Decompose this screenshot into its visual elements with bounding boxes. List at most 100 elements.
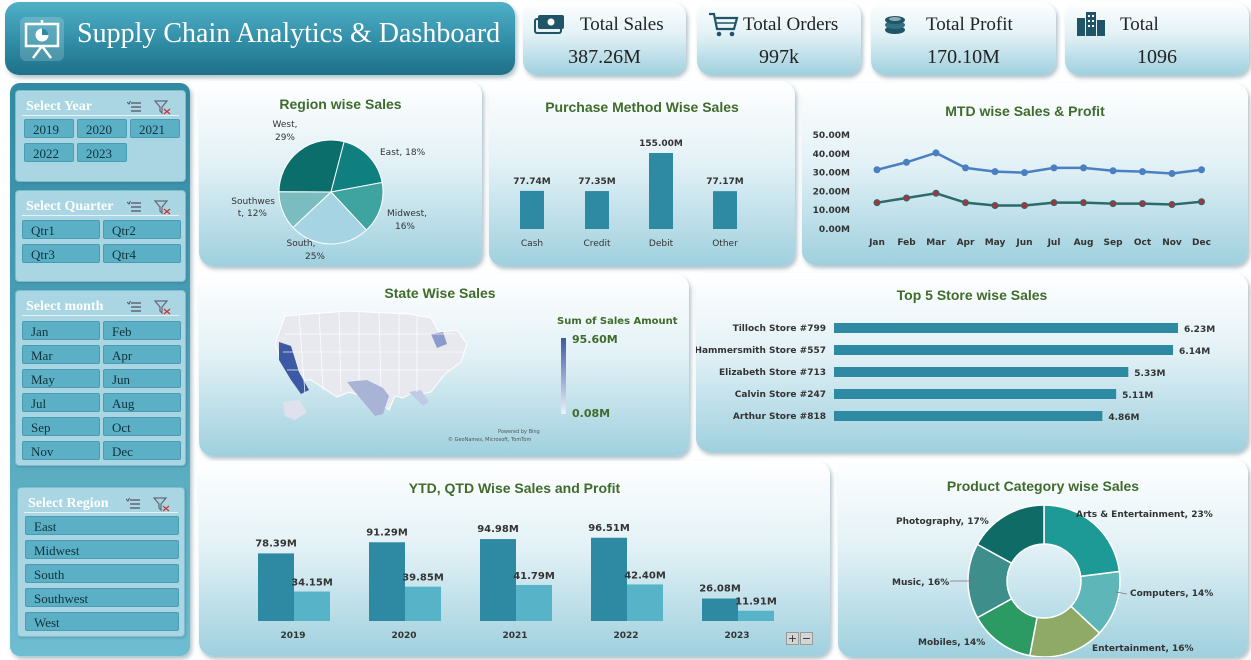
month-option-jul[interactable]: Jul xyxy=(22,393,100,412)
month-option-feb[interactable]: Feb xyxy=(103,321,181,340)
quarter-option-qtr4[interactable]: Qtr4 xyxy=(103,244,181,263)
multi-select-icon[interactable] xyxy=(127,300,141,312)
series-point xyxy=(903,158,910,166)
series-line xyxy=(876,191,1202,207)
pie-slice xyxy=(278,191,333,229)
slice-label: Midwest, xyxy=(387,209,427,219)
slicer-title: Select Region xyxy=(28,496,109,511)
year-option-2019[interactable]: 2019 xyxy=(24,119,74,138)
month-option-apr[interactable]: Apr xyxy=(103,345,181,364)
page-title: Supply Chain Analytics & Dashboard xyxy=(77,18,501,49)
bar xyxy=(649,153,673,229)
clear-filter-icon[interactable] xyxy=(152,497,170,512)
kpi-label: Total Orders xyxy=(743,14,839,35)
month-option-aug[interactable]: Aug xyxy=(103,393,181,412)
month-option-mar[interactable]: Mar xyxy=(22,345,100,364)
region-sales-panel: Region wise Sales East, 18% Midwest, 16% So… xyxy=(199,81,482,266)
mtd-panel: MTD wise Sales & Profit 0.00M 10.00M 20.00… xyxy=(802,83,1248,265)
slicer-title: Select Year xyxy=(26,99,92,114)
bar xyxy=(834,345,1174,355)
month-option-oct[interactable]: Oct xyxy=(103,417,181,436)
month-option-jan[interactable]: Jan xyxy=(22,321,100,340)
axis-tick-label: Credit xyxy=(583,239,611,249)
region-option-southwest[interactable]: Southwest xyxy=(25,588,179,607)
y-tick-label: 20.00M xyxy=(813,187,850,197)
quarter-option-qtr1[interactable]: Qtr1 xyxy=(22,220,100,239)
year-option-2020[interactable]: 2020 xyxy=(77,119,127,138)
x-tick-label: Dec xyxy=(1192,238,1211,248)
month-option-sep[interactable]: Sep xyxy=(22,417,100,436)
year-option-2021[interactable]: 2021 xyxy=(130,119,180,138)
bar xyxy=(405,586,441,621)
kpi-value: 170.10M xyxy=(927,46,1000,68)
map-legend-max: 95.60M xyxy=(572,333,618,346)
region-option-west[interactable]: West xyxy=(25,612,179,631)
category-label: Calvin Store #247 xyxy=(735,390,826,400)
month-option-nov[interactable]: Nov xyxy=(22,441,100,460)
multi-select-icon[interactable] xyxy=(126,497,140,509)
leader-line xyxy=(1115,591,1128,595)
x-tick-label: Oct xyxy=(1134,238,1152,248)
slice-label: 25% xyxy=(305,252,325,262)
data-label: 155.00M xyxy=(639,139,683,149)
quarter-option-qtr2[interactable]: Qtr2 xyxy=(103,220,181,239)
x-tick-label: Aug xyxy=(1074,238,1094,248)
ytd-qtd-panel: YTD, QTD Wise Sales and Profit 78.39M 34.… xyxy=(199,461,830,656)
region-option-south[interactable]: South xyxy=(25,564,179,583)
x-tick-label: Sep xyxy=(1103,238,1123,248)
multi-select-icon[interactable] xyxy=(127,100,141,112)
y-tick-label: 10.00M xyxy=(813,206,850,216)
map-legend-bar xyxy=(561,338,566,414)
top-stores-panel: Top 5 Store wise Sales Tilloch Store #79… xyxy=(696,273,1248,452)
series-point xyxy=(1021,169,1028,177)
expand-button[interactable]: + xyxy=(786,632,799,645)
bar xyxy=(834,411,1103,421)
bar xyxy=(834,389,1117,399)
bar xyxy=(713,191,737,229)
donut-slice xyxy=(976,504,1045,565)
map-legend-title: Sum of Sales Amount xyxy=(557,316,678,327)
data-label: 6.23M xyxy=(1184,325,1215,335)
x-tick-label: Jun xyxy=(1015,238,1032,248)
bar xyxy=(585,191,609,229)
series-line xyxy=(876,151,1202,175)
slice-label: 29% xyxy=(275,133,295,143)
map-alaska xyxy=(283,400,307,420)
month-option-may[interactable]: May xyxy=(22,369,100,388)
year-option-2023[interactable]: 2023 xyxy=(77,143,127,162)
data-label: 5.33M xyxy=(1134,369,1165,379)
category-label: Elizabeth Store #713 xyxy=(719,368,826,378)
cart-icon xyxy=(709,12,739,37)
slicer-controls xyxy=(127,100,171,115)
map-grid-lines xyxy=(283,311,465,395)
data-label: 34.15M xyxy=(291,578,333,589)
year-option-2022[interactable]: 2022 xyxy=(24,143,74,162)
multi-select-icon[interactable] xyxy=(127,200,141,212)
slice-label: Arts & Entertainment, 23% xyxy=(1076,510,1213,520)
region-option-east[interactable]: East xyxy=(25,516,179,535)
kpi-value: 387.26M xyxy=(568,46,641,68)
y-tick-label: 30.00M xyxy=(813,169,850,179)
series-point xyxy=(991,202,999,209)
slice-label: West, xyxy=(273,120,298,130)
clear-filter-icon[interactable] xyxy=(153,300,171,315)
region-option-midwest[interactable]: Midwest xyxy=(25,540,179,559)
collapse-button[interactable]: − xyxy=(800,632,813,645)
cash-icon xyxy=(534,15,564,34)
data-label: 26.08M xyxy=(699,584,741,595)
slicer-controls xyxy=(127,300,171,315)
series-point xyxy=(1198,166,1205,174)
donut-slice xyxy=(1043,504,1121,578)
map-texas xyxy=(347,380,389,416)
series-point xyxy=(873,166,881,174)
bar xyxy=(369,542,405,621)
month-option-jun[interactable]: Jun xyxy=(103,369,181,388)
clear-filter-icon[interactable] xyxy=(153,100,171,115)
month-option-dec[interactable]: Dec xyxy=(103,441,181,460)
x-tick-label: May xyxy=(985,238,1006,248)
clear-filter-icon[interactable] xyxy=(153,200,171,215)
chart-title: Product Category wise Sales xyxy=(946,478,1140,494)
map-ny-pa xyxy=(431,332,447,348)
quarter-option-qtr3[interactable]: Qtr3 xyxy=(22,244,100,263)
map-credit-bing: Powered by Bing xyxy=(498,429,540,435)
